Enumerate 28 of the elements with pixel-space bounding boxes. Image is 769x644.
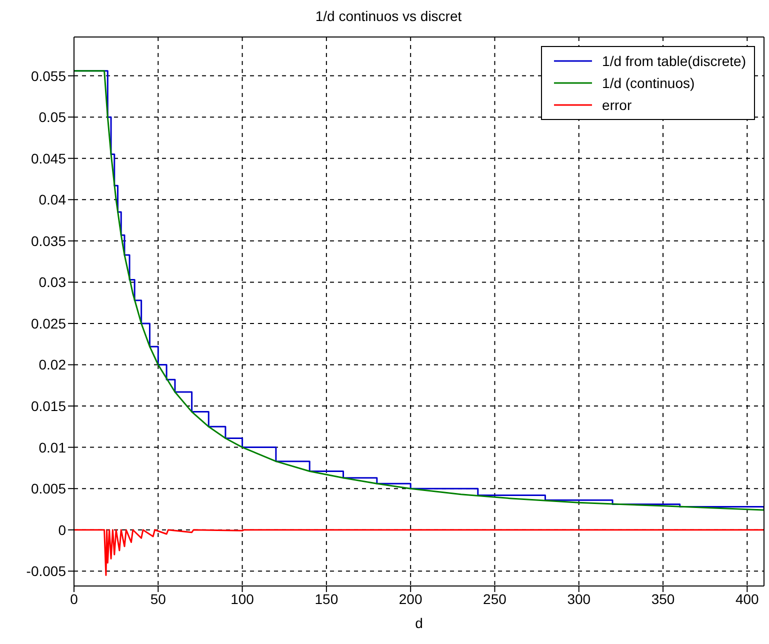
- y-tick-label: 0.02: [38, 356, 66, 373]
- y-tick-label: 0.03: [38, 274, 66, 290]
- y-tick-label: 0.04: [38, 192, 66, 208]
- x-tick-label: 350: [651, 590, 675, 607]
- legend-label: 1/d (continuos): [602, 75, 695, 91]
- line-series: [74, 529, 764, 576]
- x-tick-label: 100: [230, 590, 254, 607]
- x-tick-label: 50: [150, 590, 166, 607]
- x-tick-label: 300: [567, 590, 591, 607]
- y-tick-label: 0.045: [30, 150, 66, 166]
- y-tick-label: -0.005: [26, 563, 66, 580]
- y-tick-label: 0.05: [38, 109, 66, 126]
- y-tick-label: 0.035: [30, 232, 66, 249]
- x-tick-label: 250: [483, 590, 507, 607]
- x-tick-label: 400: [735, 590, 760, 607]
- y-tick-label: 0: [58, 522, 66, 538]
- x-tick-label: 150: [314, 590, 338, 607]
- y-tick-label: 0.055: [30, 68, 66, 84]
- chart-title: 1/d continuos vs discret: [314, 8, 463, 24]
- x-axis-title: d: [415, 615, 423, 631]
- legend-label: 1/d from table(discrete): [602, 53, 746, 69]
- y-tick-label: 0.01: [38, 439, 66, 456]
- y-tick-label: 0.005: [30, 480, 66, 497]
- y-tick-label: 0.015: [30, 398, 66, 414]
- x-tick-label: 0: [70, 590, 78, 607]
- y-tick-label: 0.025: [30, 315, 66, 332]
- legend-label: error: [602, 97, 632, 113]
- x-tick-label: 200: [398, 590, 422, 607]
